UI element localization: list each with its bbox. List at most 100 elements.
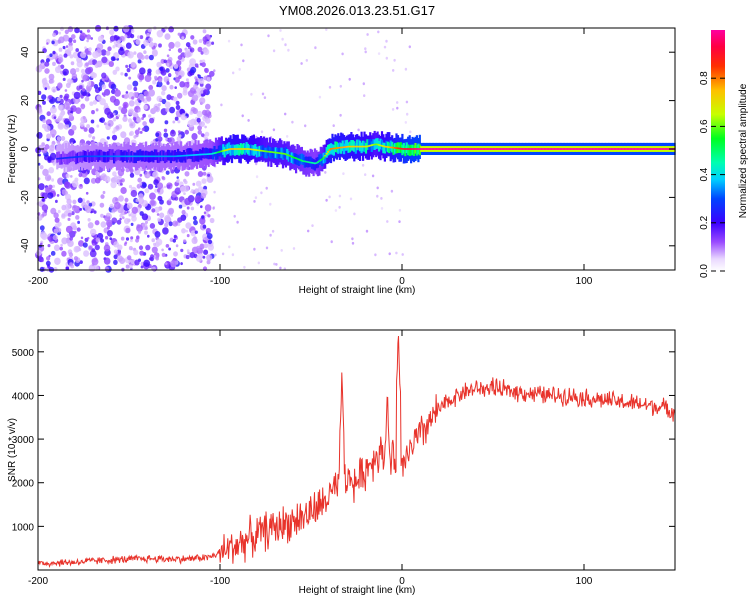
ridge-core	[200, 153, 203, 156]
noise-speckle	[154, 231, 161, 238]
noise-speckle	[169, 237, 174, 242]
ridge-core	[615, 148, 618, 150]
ridge-core	[487, 148, 490, 150]
ridge-core	[94, 155, 97, 158]
noise-speckle	[81, 79, 84, 83]
noise-speckle	[101, 72, 107, 79]
noise-speckle	[168, 26, 175, 33]
noise-speckle	[60, 243, 63, 247]
noise-speckle	[200, 51, 204, 55]
noise-speckle	[334, 209, 338, 212]
ridge-core	[573, 148, 576, 150]
ridge-core	[212, 152, 215, 155]
noise-speckle	[61, 213, 66, 219]
noise-speckle	[168, 208, 174, 215]
noise-speckle	[50, 129, 57, 137]
noise-speckle	[91, 258, 99, 266]
ridge-band	[169, 152, 172, 164]
ridge-core	[216, 151, 219, 154]
noise-speckle	[199, 121, 205, 127]
ridge-core	[110, 155, 113, 158]
ridge-core	[660, 148, 663, 150]
ridge-core	[356, 145, 359, 148]
ridge-band	[217, 145, 220, 157]
noise-speckle	[104, 214, 111, 222]
ridge-core	[137, 155, 140, 158]
noise-speckle	[51, 86, 57, 93]
ridge-core	[81, 155, 84, 158]
noise-speckle	[59, 112, 64, 118]
noise-speckle	[189, 47, 195, 53]
ridge-core	[372, 144, 375, 146]
noise-speckle	[98, 86, 102, 91]
ridge-core	[158, 155, 161, 158]
y-tick-label: 40	[20, 46, 31, 58]
ridge-core	[367, 145, 370, 147]
ridge-core	[113, 155, 116, 158]
ridge-core	[536, 148, 539, 150]
noise-speckle	[220, 103, 223, 107]
ridge-core	[380, 145, 384, 147]
noise-speckle	[133, 86, 138, 92]
noise-speckle	[63, 95, 69, 101]
noise-speckle	[144, 188, 150, 194]
ridge-core	[421, 148, 424, 150]
noise-speckle	[73, 230, 77, 234]
noise-speckle	[128, 132, 133, 136]
ridge-core	[520, 148, 523, 150]
ridge-band	[281, 149, 285, 160]
ridge-band	[410, 144, 413, 156]
ridge-core	[300, 159, 303, 162]
noise-speckle	[125, 237, 130, 241]
noise-speckle	[61, 204, 67, 211]
noise-speckle	[213, 190, 216, 194]
ridge-band	[76, 152, 79, 164]
ridge-band	[204, 147, 207, 159]
ridge-core	[182, 154, 186, 157]
noise-speckle	[151, 49, 158, 56]
ridge-core	[417, 148, 420, 150]
ridge-core	[388, 146, 391, 148]
noise-speckle	[87, 66, 94, 73]
noise-speckle	[291, 120, 294, 124]
noise-speckle	[201, 178, 207, 184]
noise-speckle	[68, 37, 73, 43]
ridge-core	[104, 155, 107, 158]
noise-speckle	[56, 117, 61, 123]
ridge-core	[255, 149, 258, 151]
ridge-core	[426, 148, 429, 150]
noise-speckle	[161, 90, 166, 96]
spectrogram-y-ticks: -40 -20 0 20 40	[20, 46, 675, 253]
ridge-core	[309, 161, 312, 164]
ridge-core	[628, 148, 631, 150]
noise-speckle	[126, 84, 133, 91]
noise-speckle	[113, 249, 118, 255]
ridge-core	[114, 155, 117, 158]
noise-speckle	[125, 168, 130, 173]
ridge-core	[564, 148, 567, 150]
ridge-band	[64, 153, 68, 165]
noise-speckle	[398, 208, 402, 212]
ridge-core	[640, 148, 643, 150]
ridge-core	[156, 155, 159, 158]
ridge-core	[70, 156, 73, 159]
ridge-core	[527, 148, 531, 150]
ridge-core	[370, 144, 373, 146]
noise-speckle	[271, 229, 275, 233]
ridge-core	[325, 153, 328, 155]
ridge-core	[159, 155, 162, 158]
ridge-core	[364, 145, 368, 148]
ridge-core	[644, 148, 647, 150]
noise-speckle	[253, 200, 256, 203]
noise-speckle	[79, 32, 87, 40]
noise-speckle	[88, 47, 92, 52]
noise-speckle	[176, 136, 182, 142]
noise-speckle	[255, 135, 258, 139]
ridge-band	[324, 152, 327, 163]
noise-speckle	[236, 220, 239, 224]
noise-speckle	[139, 250, 145, 256]
noise-speckle	[180, 113, 187, 121]
noise-speckle	[63, 53, 68, 58]
noise-speckle	[209, 217, 215, 224]
ridge-core	[277, 152, 280, 154]
